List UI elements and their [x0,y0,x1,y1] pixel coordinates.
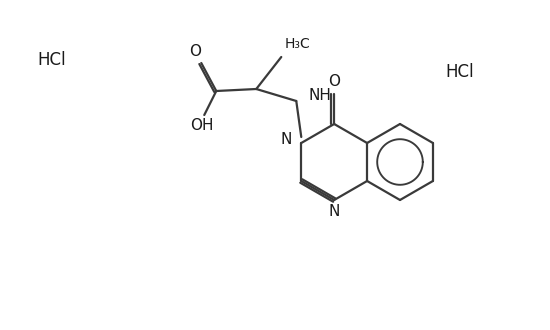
Text: O: O [328,75,340,89]
Text: N: N [281,133,292,148]
Text: NH: NH [308,88,331,104]
Text: O: O [189,44,201,58]
Text: N: N [328,204,340,218]
Text: H₃C: H₃C [284,37,310,51]
Text: HCl: HCl [446,63,474,81]
Text: HCl: HCl [38,51,67,69]
Text: OH: OH [190,118,214,134]
